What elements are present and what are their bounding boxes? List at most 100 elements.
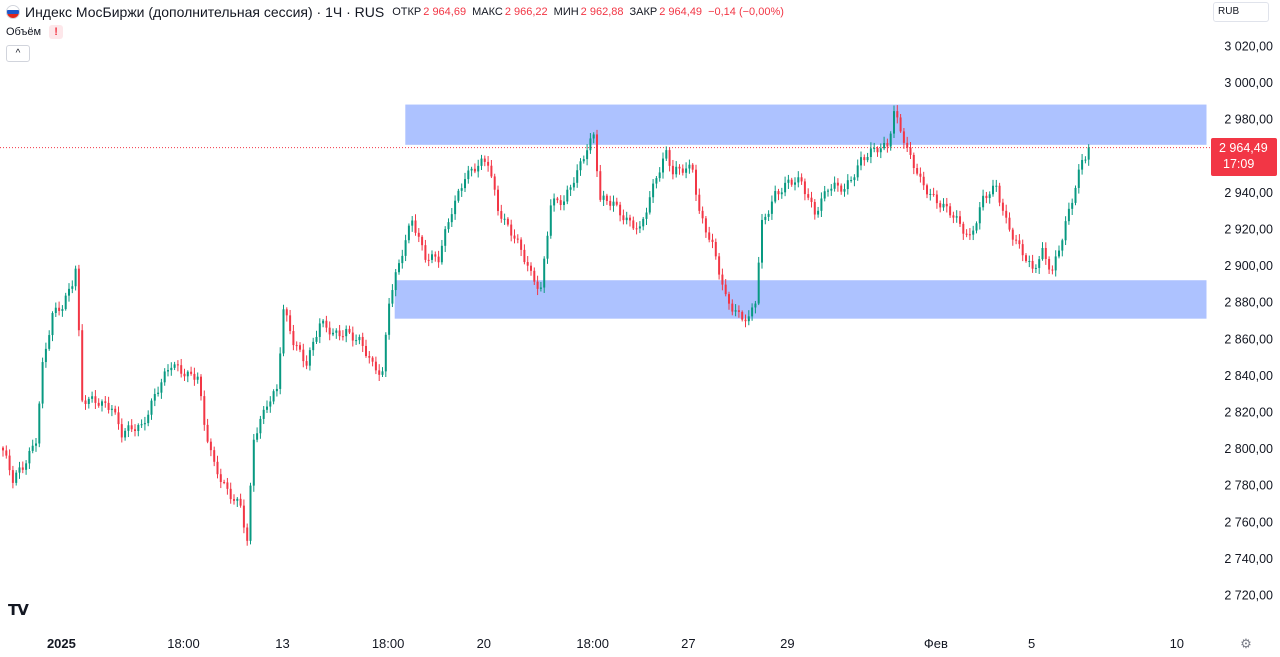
candle-body [586, 150, 589, 160]
candle-body [203, 396, 206, 425]
candle-body [31, 445, 34, 451]
candle-body [35, 443, 37, 446]
candle-body [464, 179, 466, 189]
candle-body [688, 164, 691, 169]
candle-body [368, 356, 371, 358]
collapse-legend-button[interactable]: ^ [6, 45, 30, 62]
candle-body [668, 150, 671, 166]
countdown-time: 17:09 [1223, 157, 1255, 171]
candle-body [411, 220, 414, 226]
candle-body [596, 134, 598, 172]
candle-body [200, 376, 202, 397]
candle-body [926, 185, 928, 195]
candle-body [942, 203, 945, 208]
candle-body [249, 485, 252, 541]
candle-body [549, 205, 552, 236]
candle-body [757, 262, 760, 304]
candle-body [477, 165, 480, 172]
y-tick-label: 3 020,00 [1224, 40, 1273, 54]
candle-body [906, 142, 909, 148]
candle-body [850, 180, 853, 182]
candle-body [652, 183, 655, 198]
candle-body [97, 402, 100, 406]
candle-body [741, 311, 744, 320]
symbol-title[interactable]: Индекс МосБиржи (дополнительная сессия) … [25, 4, 385, 20]
change-value: −0,14 (−0,00%) [708, 6, 784, 18]
candle-body [784, 182, 787, 193]
candle-body [860, 157, 862, 166]
x-tick-label: 18:00 [372, 636, 405, 651]
candle-body [81, 330, 84, 401]
candle-body [54, 307, 57, 314]
candle-body [754, 303, 757, 308]
candle-body [635, 228, 638, 230]
candle-body [655, 178, 658, 184]
candle-body [256, 433, 259, 440]
candle-body [431, 254, 433, 260]
candle-body [734, 310, 737, 312]
candle-body [972, 230, 975, 235]
close-value: 2 964,49 [659, 6, 703, 18]
candle-body [965, 233, 968, 235]
candle-body [883, 142, 886, 149]
candle-body [216, 461, 219, 475]
candle-body [259, 418, 262, 434]
candle-body [787, 179, 790, 183]
candle-body [516, 238, 519, 240]
candle-body [731, 303, 734, 312]
y-tick-label: 2 820,00 [1224, 406, 1273, 420]
candle-body [1025, 255, 1027, 262]
candle-body [312, 341, 315, 351]
warning-icon[interactable]: ! [49, 25, 64, 39]
candle-body [107, 402, 110, 410]
currency-selector[interactable]: RUB [1213, 2, 1269, 22]
candle-body [341, 336, 344, 338]
candle-body [1041, 247, 1044, 260]
candle-body [582, 159, 585, 162]
candle-body [873, 148, 876, 150]
y-axis[interactable]: 3 020,003 000,002 980,002 960,002 940,00… [1224, 40, 1273, 603]
candle-body [1031, 260, 1034, 269]
candle-body [404, 240, 407, 256]
candle-body [513, 235, 516, 239]
x-tick-label: 13 [275, 636, 289, 651]
candle-body [724, 284, 727, 295]
candle-body [454, 200, 457, 215]
candle-body [457, 190, 460, 201]
candle-body [886, 142, 889, 147]
chart-header: Индекс МосБиржи (дополнительная сессия) … [6, 3, 790, 21]
candle-body [685, 168, 688, 173]
candle-body [579, 161, 582, 171]
volume-indicator[interactable]: Объём ! [6, 25, 64, 39]
candle-body [922, 176, 925, 186]
candle-body [572, 182, 575, 188]
candle-body [147, 414, 150, 424]
x-axis[interactable]: 2025 18:00 13 18:00 20 18:00 27 29 Фев 5 10 [47, 636, 1184, 651]
candle-body [728, 294, 730, 304]
candle-body [747, 316, 750, 322]
settings-icon[interactable]: ⚙ [1240, 636, 1252, 651]
tradingview-logo[interactable]: TV [8, 601, 29, 619]
candle-body [982, 195, 985, 208]
candle-body [424, 245, 427, 260]
candle-body [767, 213, 770, 217]
candle-body [176, 364, 179, 366]
candle-body [315, 336, 318, 342]
candle-body [589, 138, 592, 151]
candle-body [160, 382, 163, 393]
candle-body [770, 201, 773, 214]
candle-body [114, 408, 117, 413]
y-tick-label: 2 740,00 [1224, 552, 1273, 566]
candle-body [569, 187, 572, 190]
candle-body [592, 134, 595, 139]
candle-body [1015, 239, 1018, 241]
candle-body [401, 255, 404, 264]
candle-body [962, 223, 965, 234]
candle-body [5, 450, 8, 456]
volume-label[interactable]: Объём [6, 26, 42, 38]
candle-body [1081, 159, 1084, 170]
y-tick-label: 2 760,00 [1224, 515, 1273, 529]
candle-body [328, 327, 331, 335]
high-label: МАКС [472, 6, 503, 18]
